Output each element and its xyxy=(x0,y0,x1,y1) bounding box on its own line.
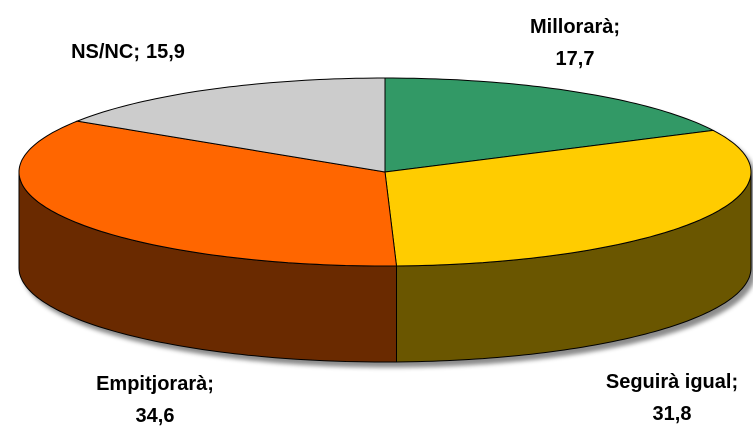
data-label: Empitjorarà; 34,6 xyxy=(96,373,214,427)
slice xyxy=(384,129,752,267)
label-separator: ; xyxy=(133,41,140,63)
label-value: 15,9 xyxy=(146,41,185,63)
label-category: Millorarà xyxy=(530,16,614,38)
pie xyxy=(18,77,752,363)
label-category: NS/NC xyxy=(71,41,133,63)
label-category: Seguirà igual xyxy=(606,371,732,393)
data-label: NS/NC; 15,9 xyxy=(71,41,185,63)
label-separator: ; xyxy=(613,16,620,38)
slice xyxy=(18,120,398,267)
slice xyxy=(75,77,386,173)
data-label: Millorarà; 17,7 xyxy=(530,16,620,70)
label-value: 34,6 xyxy=(136,405,175,427)
label-value: 31,8 xyxy=(653,403,692,425)
label-value: 17,7 xyxy=(556,48,595,70)
label-separator: ; xyxy=(731,371,738,393)
slice xyxy=(384,77,715,173)
data-label: Seguirà igual; 31,8 xyxy=(606,371,738,425)
label-separator: ; xyxy=(207,373,214,395)
label-category: Empitjorarà xyxy=(96,373,208,395)
